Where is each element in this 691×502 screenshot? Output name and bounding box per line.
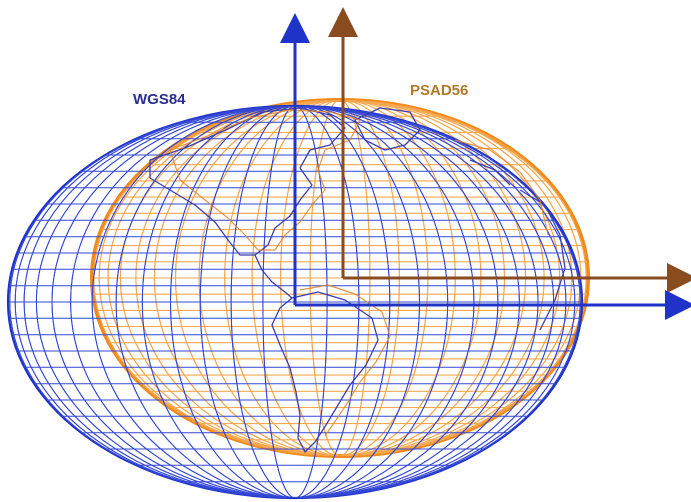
wgs84-graticule	[8, 106, 582, 498]
continent-outline-orange-icon	[169, 109, 549, 437]
wgs84-label: WGS84	[133, 91, 186, 108]
psad56-label: PSAD56	[410, 82, 468, 99]
wgs84-axes	[280, 13, 691, 320]
psad56-axes	[328, 7, 691, 293]
wgs84-ellipsoid	[6, 104, 584, 500]
